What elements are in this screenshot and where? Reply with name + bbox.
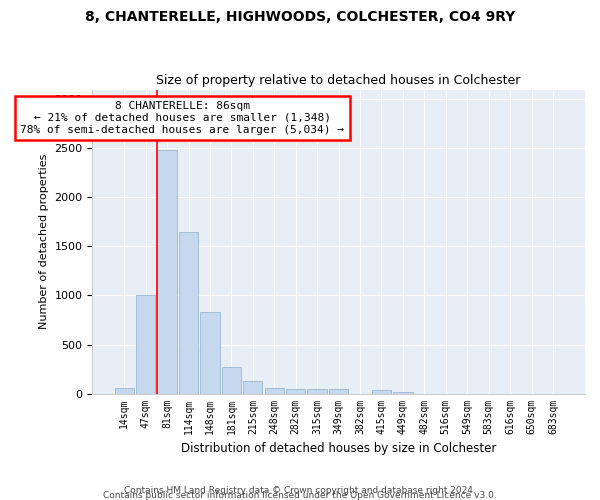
Bar bbox=[200, 312, 220, 394]
Bar bbox=[393, 392, 413, 394]
Bar bbox=[243, 381, 262, 394]
Bar bbox=[179, 232, 198, 394]
Bar bbox=[329, 388, 348, 394]
Bar bbox=[222, 367, 241, 394]
Y-axis label: Number of detached properties: Number of detached properties bbox=[39, 154, 49, 329]
Title: Size of property relative to detached houses in Colchester: Size of property relative to detached ho… bbox=[157, 74, 521, 87]
Bar bbox=[265, 388, 284, 394]
Bar bbox=[136, 296, 155, 394]
X-axis label: Distribution of detached houses by size in Colchester: Distribution of detached houses by size … bbox=[181, 442, 496, 455]
Bar bbox=[157, 150, 177, 394]
Bar bbox=[115, 388, 134, 394]
Text: 8 CHANTERELLE: 86sqm
← 21% of detached houses are smaller (1,348)
78% of semi-de: 8 CHANTERELLE: 86sqm ← 21% of detached h… bbox=[20, 102, 344, 134]
Bar bbox=[286, 388, 305, 394]
Bar bbox=[372, 390, 391, 394]
Bar bbox=[307, 388, 327, 394]
Text: 8, CHANTERELLE, HIGHWOODS, COLCHESTER, CO4 9RY: 8, CHANTERELLE, HIGHWOODS, COLCHESTER, C… bbox=[85, 10, 515, 24]
Text: Contains public sector information licensed under the Open Government Licence v3: Contains public sector information licen… bbox=[103, 491, 497, 500]
Text: Contains HM Land Registry data © Crown copyright and database right 2024.: Contains HM Land Registry data © Crown c… bbox=[124, 486, 476, 495]
